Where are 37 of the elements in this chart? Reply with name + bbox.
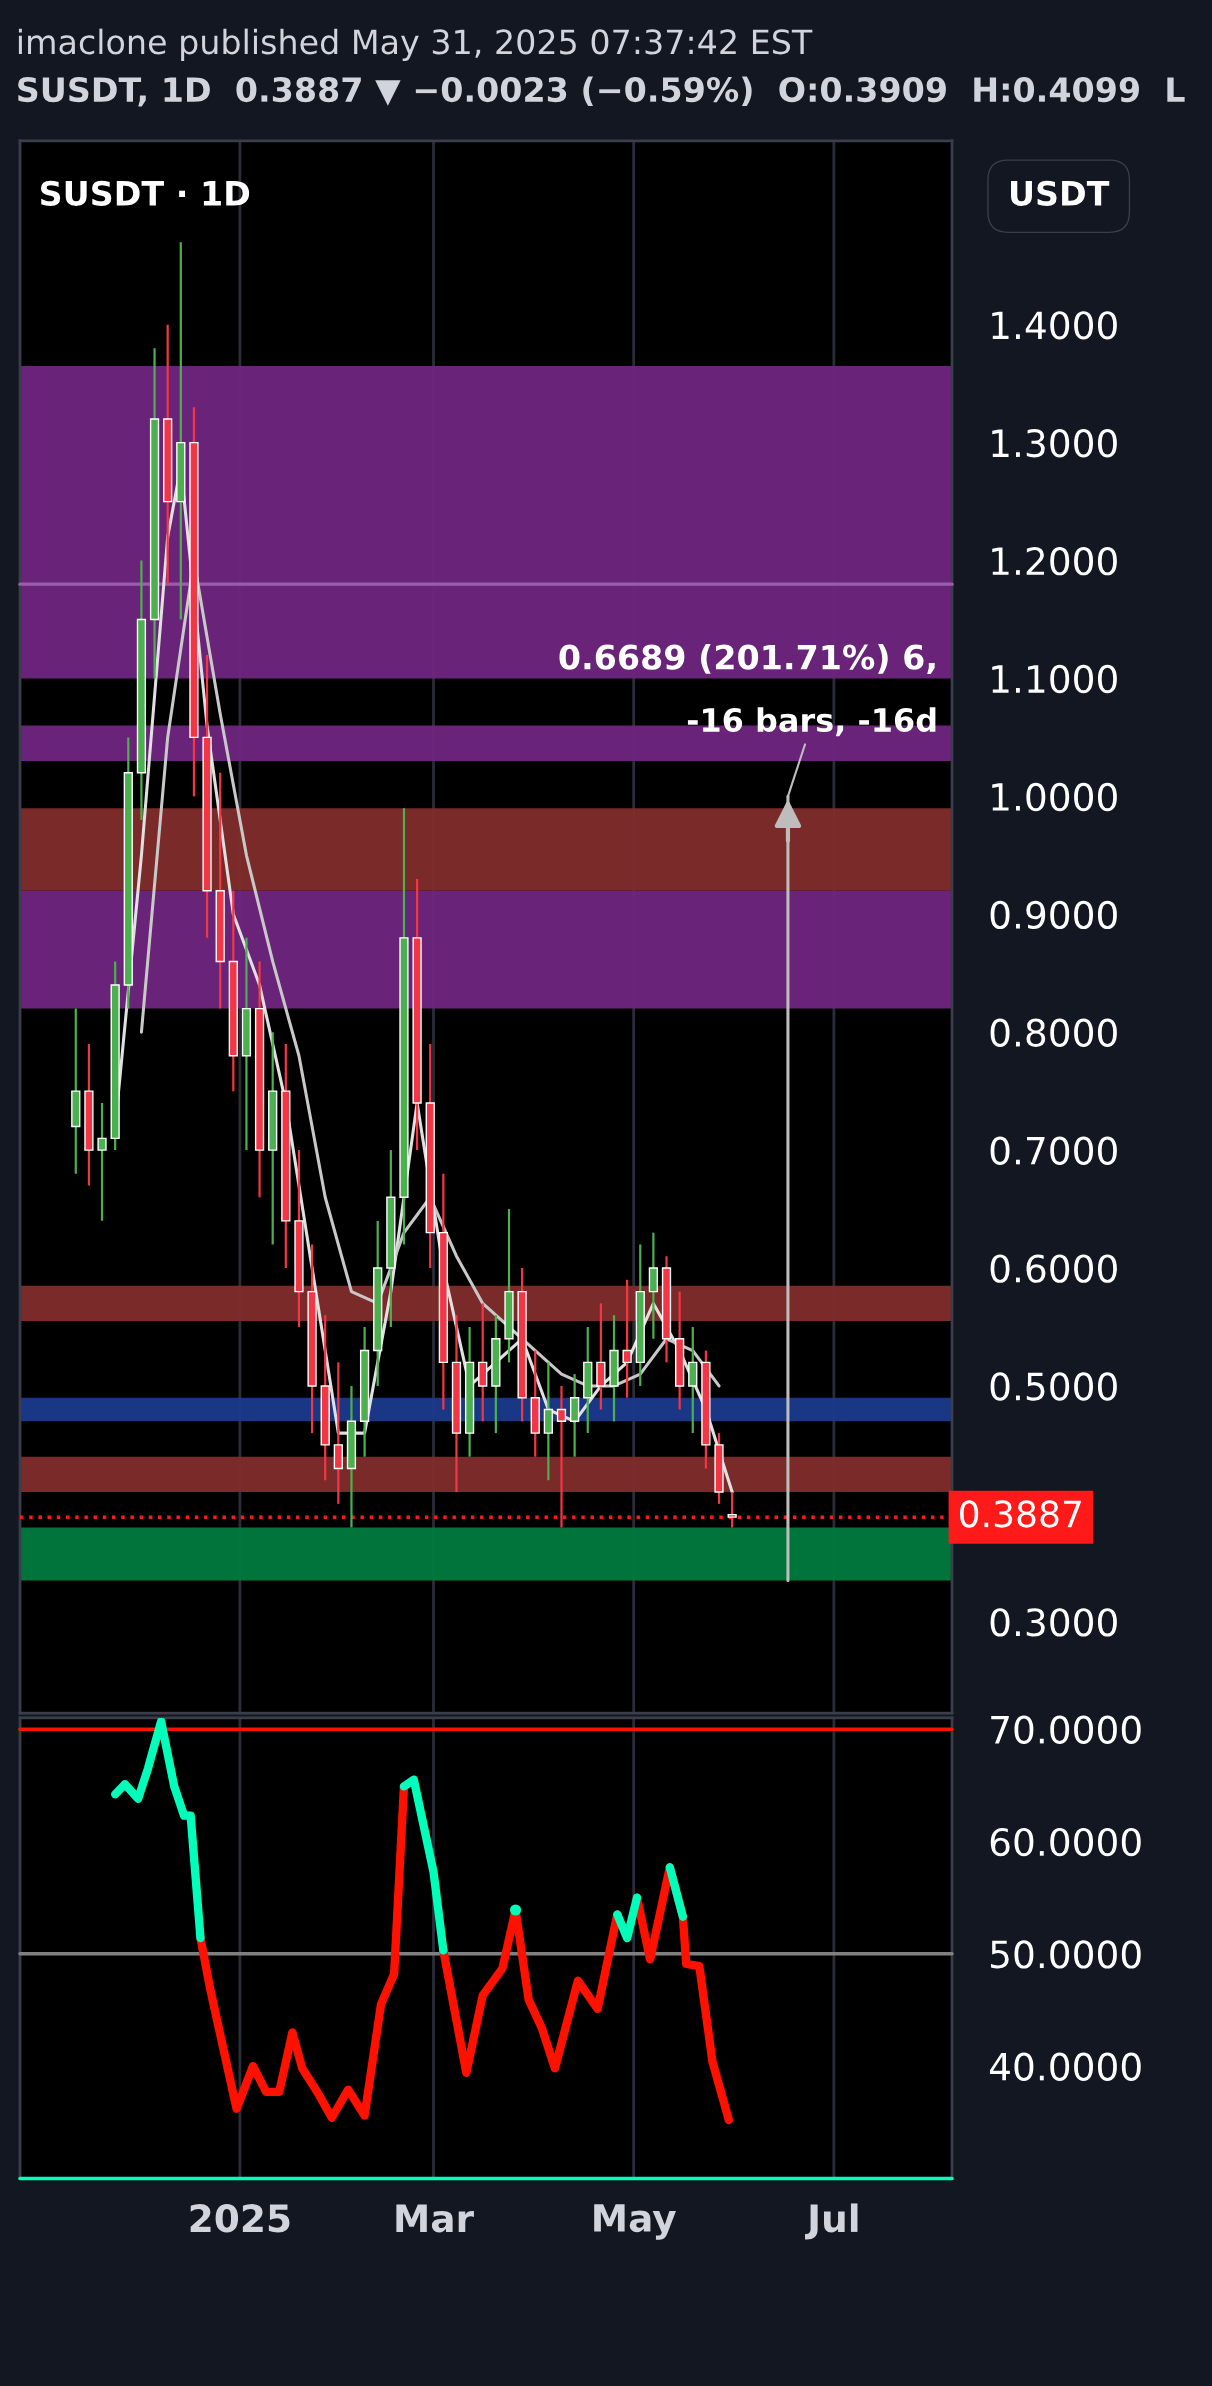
y-tick-label: 0.7000 [990, 1136, 1117, 1165]
y-tick-label: 0.8000 [990, 1018, 1117, 1047]
chart-subtitle: SUSDT, 1D 0.3887 ▼ −0.0023 (−0.59%) O:0.3909 H:0.4099 L [18, 76, 1185, 107]
chart-title: imaclone published May 31, 2025 07:37:42 EST [18, 28, 813, 61]
x-tick-label: 2025 [190, 2204, 290, 2233]
x-tick-label: Jul [805, 2203, 858, 2240]
y-tick-label: 70.0000 [991, 1715, 1141, 1744]
y-tick-label: 0.9000 [990, 900, 1117, 930]
y-tick-label: 40.0000 [989, 2052, 1141, 2081]
y-tick-label: 1.3000 [992, 429, 1117, 458]
y-tick-label: 0.3000 [990, 1608, 1117, 1637]
y-tick-label: 0.5000 [990, 1372, 1117, 1401]
x-tick-label: Mar [396, 2204, 474, 2233]
text: USDT [1011, 180, 1110, 206]
candlestick [478, 1302, 488, 1423]
candlestick [727, 1491, 737, 1529]
y-tick-label: 1.2000 [992, 546, 1117, 576]
y-tick-label: 50.0000 [991, 1940, 1141, 1969]
candlestick [97, 1101, 107, 1222]
candlestick [569, 1373, 580, 1458]
annotation: 0.6689 (201.71%) 6, [559, 643, 935, 674]
candlestick [556, 1384, 567, 1529]
candlestick [333, 1361, 343, 1505]
y-tick-label: 60.0000 [990, 1827, 1141, 1857]
x-tick-label: May [594, 2204, 676, 2240]
candlestick [543, 1361, 553, 1482]
candlestick [688, 1325, 698, 1435]
annotation: SUSDT · 1D [41, 180, 250, 206]
ref-line-label: 0.3887 [960, 1500, 1081, 1528]
y-tick-label: 0.6000 [990, 1254, 1117, 1283]
y-tick-label: 1.4000 [992, 311, 1117, 340]
candlestick [596, 1302, 606, 1411]
y-tick-label: 1.1000 [992, 664, 1117, 694]
y-tick-label: 1.0000 [992, 782, 1117, 812]
candlestick [648, 1231, 659, 1340]
annotation: -16 bars, -16d [687, 707, 936, 737]
candlestick [622, 1278, 632, 1399]
